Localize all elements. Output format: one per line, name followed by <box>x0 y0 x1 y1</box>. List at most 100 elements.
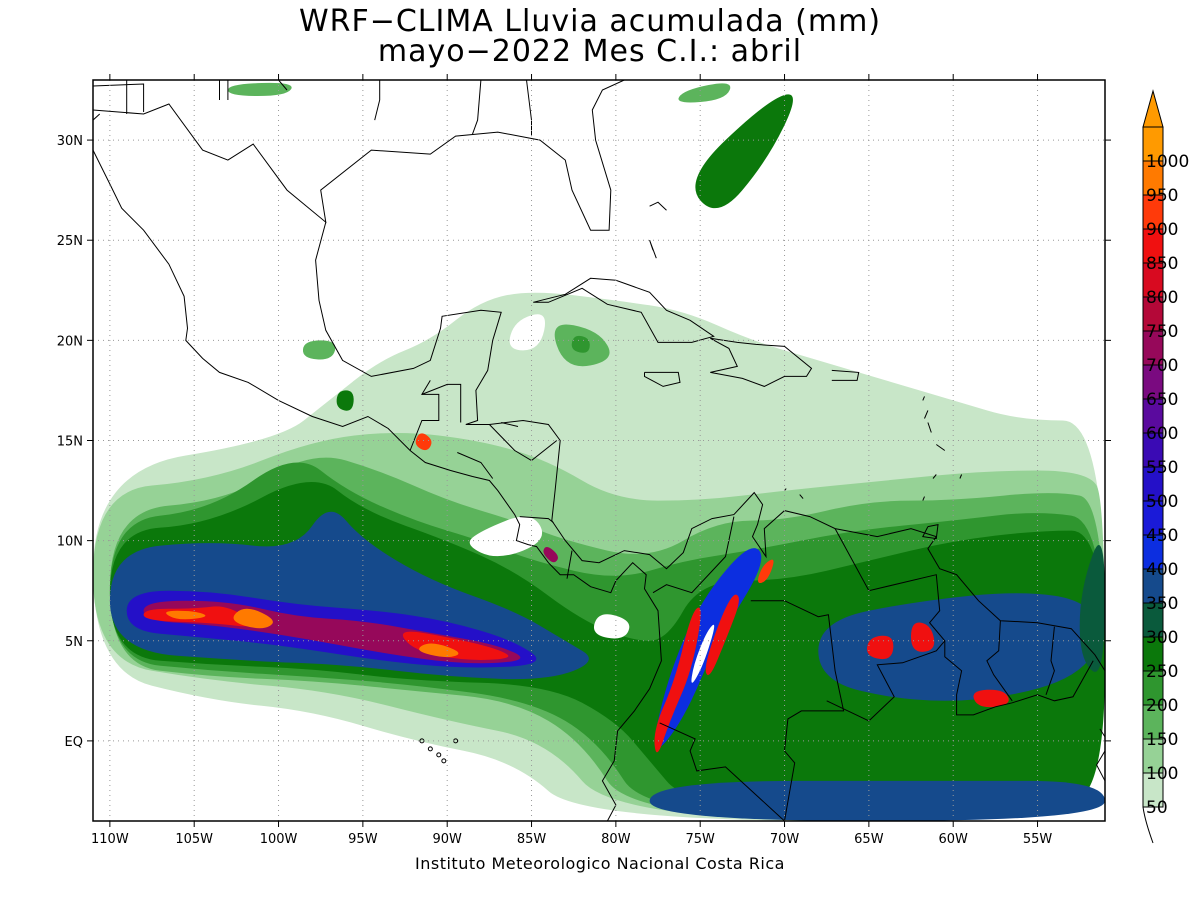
coastline-segment <box>1096 750 1105 782</box>
colorbar-label: 400 <box>1146 560 1178 580</box>
y-tick-label: EQ <box>65 735 83 750</box>
colorbar-label: 650 <box>1146 390 1178 410</box>
colorbar-max-arrow <box>1142 89 1164 128</box>
colorbar-label: 100 <box>1146 764 1178 784</box>
precip-region-250 <box>695 94 793 209</box>
coastline-segment <box>278 80 288 91</box>
colorbar-label: 300 <box>1146 628 1178 648</box>
colorbar-label: 200 <box>1146 696 1178 716</box>
x-tick-label: 85W <box>517 832 547 847</box>
precip-region-350 <box>818 593 1100 701</box>
colorbar-label: 350 <box>1146 594 1178 614</box>
precip-region-950 <box>233 608 273 629</box>
colorbar-label: 600 <box>1146 424 1178 444</box>
precip-region-150 <box>227 82 292 96</box>
dry-area <box>469 516 543 557</box>
coastline-segment <box>649 201 667 211</box>
coastline-segment <box>93 113 101 121</box>
coastline-segment <box>750 600 845 821</box>
coastline-segment <box>566 550 573 579</box>
coastline-segment <box>649 240 657 259</box>
coastline-segment <box>799 494 804 499</box>
precip-region-850 <box>867 635 894 660</box>
map-frame <box>92 79 1106 822</box>
coastline-segment <box>93 149 662 821</box>
coastline-segment <box>710 337 813 387</box>
coastline-segment <box>927 422 932 433</box>
colorbar-label: 250 <box>1146 662 1178 682</box>
x-tick-label: 80W <box>601 832 631 847</box>
x-tick-label: 90W <box>432 832 462 847</box>
precip-region-300 <box>1079 544 1105 672</box>
map-gridlines <box>93 80 1105 821</box>
dry-area <box>593 614 630 639</box>
colorbar-label: 900 <box>1146 220 1178 240</box>
precip-region-950 <box>166 610 206 620</box>
coastline-segment <box>826 640 946 722</box>
x-tick-label: 110W <box>91 832 129 847</box>
colorbar: 50 100 150 200 250 300 350 400 450 500 550 600 650 70… <box>1142 89 1189 844</box>
precip-region-250 <box>336 390 354 411</box>
precip-region-900 <box>415 433 432 451</box>
map-title-line2: mayo−2022 Mes C.I.: abril <box>377 34 803 69</box>
coastline-segment <box>932 474 937 479</box>
coastline-segment <box>93 80 625 231</box>
x-tick-label: 65W <box>854 832 884 847</box>
colorbar-label: 150 <box>1146 730 1178 750</box>
coastline-segment <box>1099 728 1105 738</box>
colorbar-min-arrow <box>1142 806 1154 844</box>
credit-text: Instituto Meteorologico Nacional Costa R… <box>415 854 785 873</box>
coastline-segment <box>374 80 381 121</box>
x-tick-label: 100W <box>260 832 298 847</box>
colorbar-label: 800 <box>1146 288 1178 308</box>
precip-region-700 <box>543 547 558 563</box>
precip-region-950 <box>419 643 459 658</box>
precip-region-850 <box>705 594 739 676</box>
precip-region-850 <box>911 622 935 652</box>
precipitation-field <box>93 82 1105 821</box>
x-tick-label: 60W <box>938 832 968 847</box>
colorbar-label: 850 <box>1146 254 1178 274</box>
dry-area <box>509 314 546 351</box>
colorbar-label: 500 <box>1146 492 1178 512</box>
colorbar-label: 50 <box>1146 798 1168 818</box>
island-marker <box>427 746 433 752</box>
precip-region-350 <box>649 780 1105 821</box>
coastline-segment <box>489 424 558 462</box>
x-tick-label: 70W <box>770 832 800 847</box>
x-tick-label: 55W <box>1023 832 1053 847</box>
coastline-segment <box>644 371 681 387</box>
y-tick-label: 10N <box>57 535 83 550</box>
coastline-segment <box>472 80 482 135</box>
x-tick-label: 105W <box>175 832 213 847</box>
map-axes: 110W 105W 100W 95W 90W 85W 80W 75W 70W 65W 60W 55W 3… <box>57 74 1111 847</box>
precip-region-900 <box>758 559 774 584</box>
y-tick-label: 5N <box>65 635 83 650</box>
island-marker <box>441 758 447 764</box>
precip-region-150 <box>678 83 731 103</box>
colorbar-label: 1000 <box>1146 152 1189 172</box>
x-tick-label: 75W <box>685 832 715 847</box>
colorbar-label: 700 <box>1146 356 1178 376</box>
precip-region-150 <box>302 340 336 360</box>
y-tick-label: 30N <box>57 134 83 149</box>
coastline-segment <box>652 516 735 594</box>
coastline-segment <box>409 380 440 451</box>
coastline-segment <box>834 528 1094 716</box>
coastline-segment <box>922 523 939 540</box>
dry-area <box>691 624 715 683</box>
colorbar-label: 550 <box>1146 458 1178 478</box>
coastline-segment <box>519 516 554 523</box>
map-title-line1: WRF−CLIMA Lluvia acumulada (mm) <box>298 4 882 39</box>
coastline-segment <box>533 277 715 343</box>
colorbar-label: 950 <box>1146 186 1178 206</box>
precip-region-850 <box>973 689 1009 708</box>
coastline-segment <box>924 410 929 419</box>
coastline-segment <box>501 422 519 427</box>
coastline-segment <box>986 620 1013 702</box>
coastline-segment <box>831 369 860 381</box>
coastline-segment <box>659 722 785 821</box>
coastline-segment <box>1045 626 1055 695</box>
coastline-segment <box>922 496 925 501</box>
